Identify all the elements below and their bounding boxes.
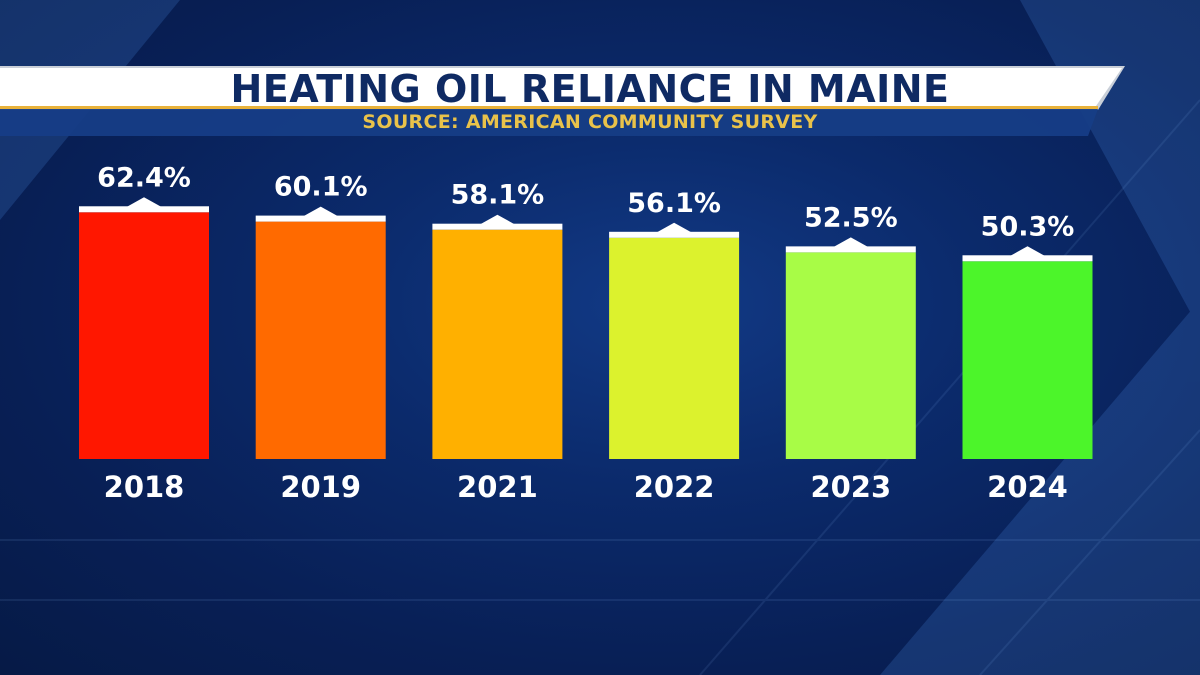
bar-pointer-2018 — [126, 197, 162, 208]
bar-2024 — [962, 261, 1093, 459]
bar-2022 — [609, 237, 740, 459]
category-label-2024: 2024 — [987, 470, 1068, 504]
subtitle-bar — [0, 109, 1098, 136]
bar-cap-2021 — [432, 223, 563, 230]
bar-2021 — [432, 229, 563, 459]
value-label-2024: 50.3% — [981, 211, 1075, 242]
bar-cap-2024 — [962, 255, 1093, 262]
category-label-2023: 2023 — [810, 470, 891, 504]
bar-cap-2022 — [609, 231, 740, 238]
page-title: HEATING OIL RELIANCE IN MAINE — [230, 67, 950, 111]
title-bar — [0, 68, 1122, 106]
category-label-2022: 2022 — [634, 470, 715, 504]
category-label-2018: 2018 — [104, 470, 185, 504]
bar-pointer-2024 — [1009, 246, 1046, 257]
bar-2023 — [785, 252, 916, 459]
title-bar-accent — [0, 106, 1098, 109]
bar-2019 — [255, 221, 386, 459]
bar-cap-2019 — [255, 215, 386, 222]
bar-cap-2018 — [79, 206, 209, 213]
value-label-2019: 60.1% — [274, 172, 368, 203]
value-label-2021: 58.1% — [451, 180, 545, 211]
category-label-2021: 2021 — [457, 470, 538, 504]
value-label-2018: 62.4% — [97, 162, 191, 193]
bar-pointer-2022 — [656, 222, 693, 233]
page-subtitle: SOURCE: AMERICAN COMMUNITY SURVEY — [362, 111, 818, 133]
title-banner — [0, 66, 1125, 136]
bar-cap-2023 — [785, 246, 916, 253]
value-label-2023: 52.5% — [804, 202, 898, 233]
bar-pointer-2021 — [479, 214, 516, 225]
bar-pointer-2019 — [302, 206, 339, 217]
bar-2018 — [79, 212, 209, 459]
category-label-2019: 2019 — [280, 470, 361, 504]
value-label-2022: 56.1% — [627, 188, 721, 219]
bar-pointer-2023 — [832, 237, 869, 248]
